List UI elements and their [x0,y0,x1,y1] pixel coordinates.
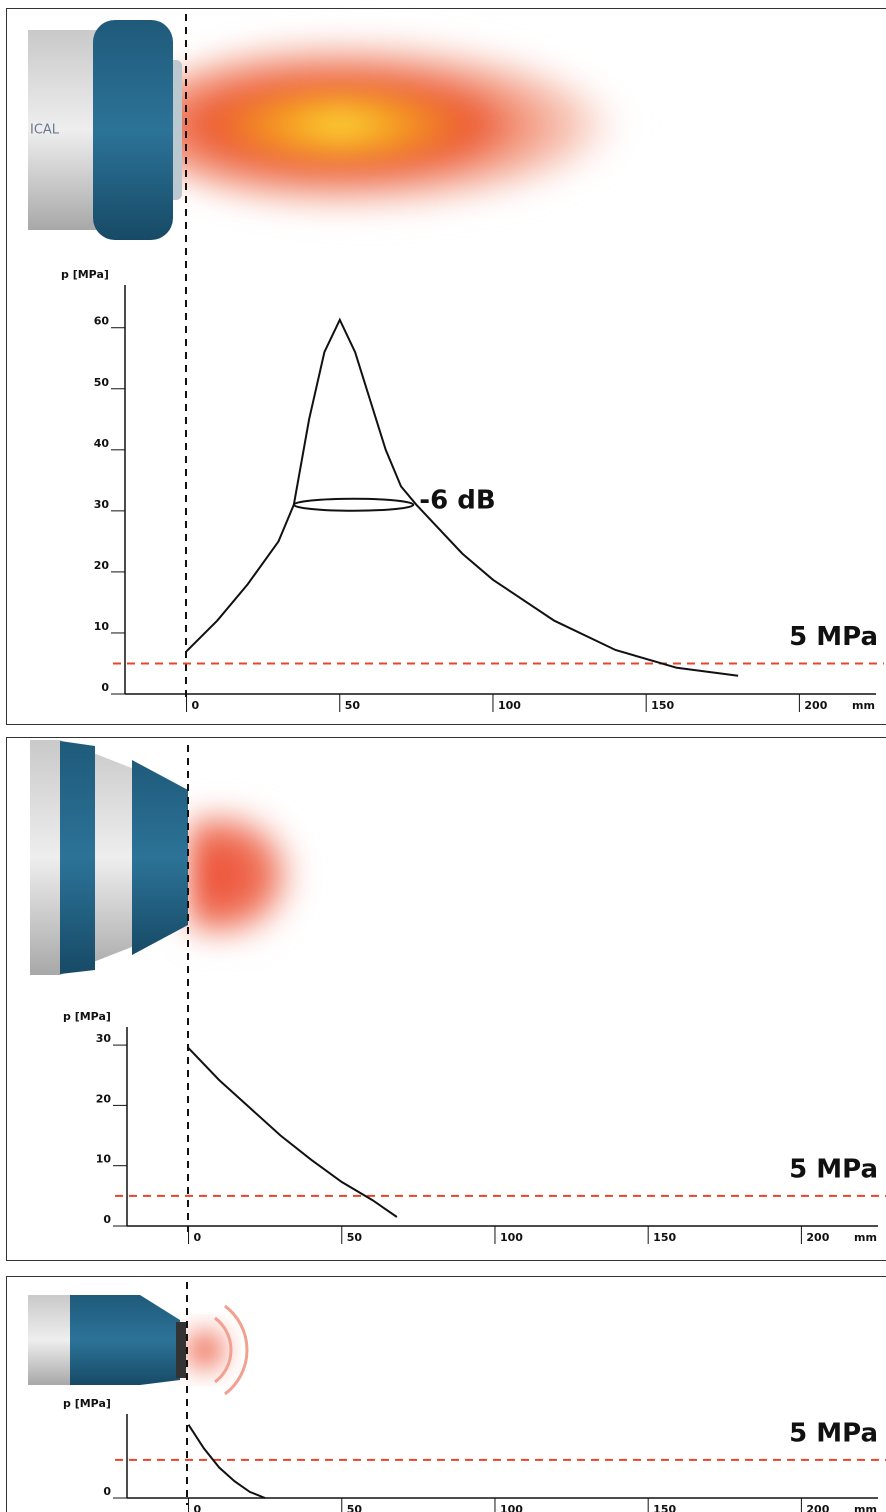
panel-frame [6,8,886,725]
threshold-label: 5 MPa [789,1154,878,1184]
x-tick-label: 0 [194,1231,202,1244]
x-tick-label: 50 [347,1503,363,1512]
y-tick-label: 30 [96,1032,112,1045]
x-tick-label: 150 [651,699,674,712]
x-tick-label: 100 [500,1503,523,1512]
x-tick-label: 150 [653,1231,676,1244]
y-tick-label: 30 [94,498,110,511]
pressure-field [188,810,338,940]
y-axis-label: p [MPa] [63,1397,111,1410]
x-axis-label: mm [854,1503,877,1512]
x-tick-label: 50 [345,699,361,712]
pressure-curve [187,1047,398,1218]
pressure-field [187,1332,223,1368]
y-tick-label: 20 [94,559,110,572]
threshold-label: 5 MPa [789,1418,878,1448]
device-cap [93,20,173,240]
panel-frame [6,1276,886,1512]
y-tick-label: 0 [103,1485,111,1498]
device-cap [70,1295,180,1385]
y-tick-label: 60 [94,315,110,328]
device-band [60,741,95,974]
y-tick-label: 40 [94,437,110,450]
device-tip [176,1322,186,1378]
device-band [132,760,188,955]
wave-arc [214,1304,249,1396]
y-tick-label: 10 [94,620,110,633]
x-tick-label: 100 [500,1231,523,1244]
y-axis-label: p [MPa] [63,1010,111,1023]
x-tick-label: 0 [194,1503,202,1512]
y-tick-label: 20 [96,1092,112,1105]
x-tick-label: 200 [806,1231,829,1244]
annotation-label: -6 dB [419,485,495,515]
device-label: ICAL [30,123,60,138]
threshold-label: 5 MPa [789,622,878,652]
pressure-curve [187,1424,266,1499]
x-tick-label: 150 [653,1503,676,1512]
device-body [28,1295,78,1385]
pressure-field [130,30,730,220]
x-axis-label: mm [852,699,875,712]
y-tick-label: 0 [103,1213,111,1226]
x-axis-label: mm [854,1231,877,1244]
x-tick-label: 0 [192,699,200,712]
y-axis-label: p [MPa] [61,268,109,281]
x-tick-label: 100 [498,699,521,712]
beam-width-marker [292,497,415,512]
y-tick-label: 0 [101,681,109,694]
x-tick-label: 50 [347,1231,363,1244]
y-tick-label: 50 [94,376,110,389]
y-tick-label: 10 [96,1153,112,1166]
panel-frame [6,737,886,1261]
x-tick-label: 200 [804,699,827,712]
x-tick-label: 200 [806,1503,829,1512]
pressure-curve [185,317,739,677]
